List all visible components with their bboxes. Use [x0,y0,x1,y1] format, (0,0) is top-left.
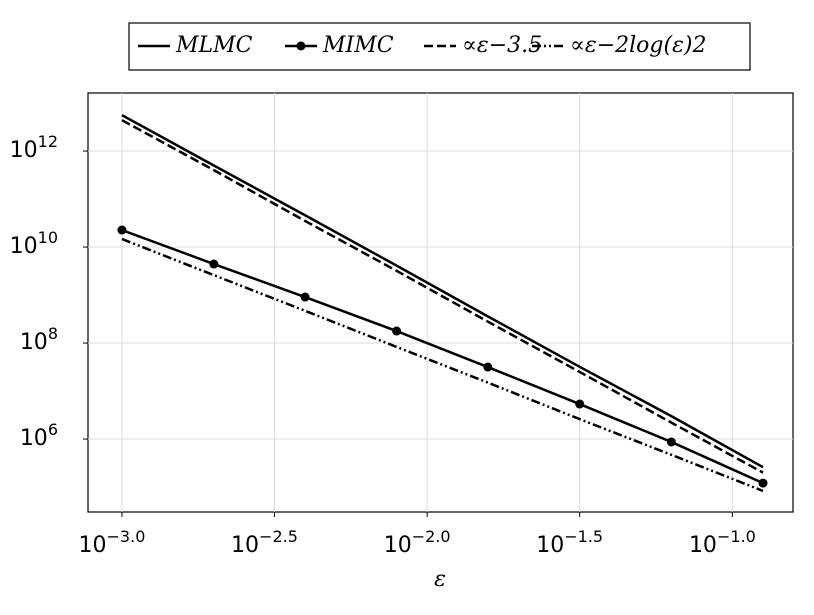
plot-frame [87,92,794,513]
y-tick-label: 108 [20,324,58,356]
series-line [121,114,764,469]
x-axis-label: ε [434,567,446,592]
x-tick-label: 10−1.5 [536,527,603,559]
y-tick-label: 1012 [10,132,58,164]
series-line [121,237,764,493]
legend-label: ∝ε−3.5 [462,33,542,58]
data-point [575,399,585,409]
legend-label: ∝ε−2log(ε)2 [570,33,706,58]
series-line [121,228,764,485]
x-tick-label: 10−3.0 [79,527,146,559]
series-line [121,119,764,474]
legend-box [128,22,751,71]
data-point [392,326,402,336]
x-tick-label: 10−2.5 [231,527,298,559]
data-point [209,259,219,269]
x-tick-label: 10−2.0 [384,527,451,559]
legend-label: MIMC [322,33,394,58]
data-point [117,225,127,235]
data-point [300,292,310,302]
legend-label: MLMC [175,33,253,58]
data-point [758,478,768,488]
legend-marker [296,41,306,51]
y-tick-label: 106 [20,420,58,452]
data-point [483,362,493,372]
x-tick-label: 10−1.0 [689,527,756,559]
data-point [666,437,676,447]
y-tick-label: 1010 [10,228,58,260]
